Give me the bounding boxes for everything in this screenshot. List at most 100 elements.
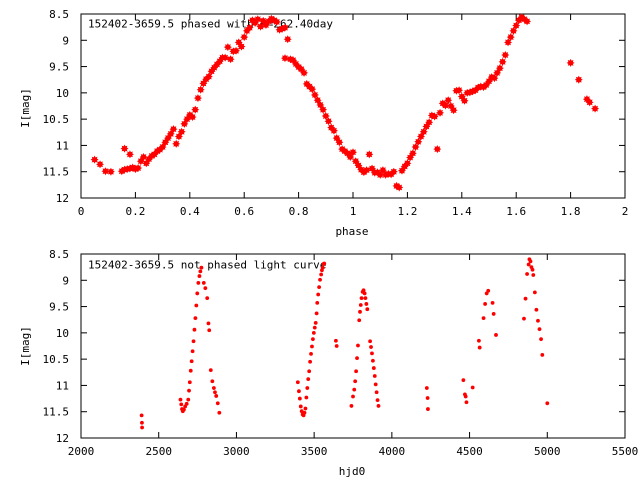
data-point bbox=[371, 366, 376, 370]
data-point bbox=[537, 327, 542, 332]
data-point bbox=[375, 398, 380, 403]
data-point bbox=[184, 401, 189, 406]
data-point bbox=[195, 291, 200, 296]
data-point bbox=[306, 377, 311, 382]
data-point bbox=[140, 420, 144, 425]
data-point bbox=[199, 265, 204, 270]
data-point bbox=[506, 33, 515, 42]
x-tick-label: 1.8 bbox=[561, 205, 581, 218]
data-point bbox=[324, 117, 333, 126]
data-point bbox=[226, 55, 235, 64]
data-point bbox=[376, 170, 385, 179]
data-point bbox=[295, 380, 300, 385]
data-point bbox=[349, 404, 354, 408]
data-point bbox=[210, 379, 215, 384]
data-point bbox=[125, 150, 134, 159]
data-point bbox=[530, 267, 535, 272]
data-point bbox=[319, 105, 328, 114]
y-tick-label: 11 bbox=[56, 379, 69, 392]
data-point bbox=[329, 126, 338, 135]
y-tick-label: 9.5 bbox=[49, 301, 69, 314]
data-point bbox=[476, 338, 481, 343]
data-point bbox=[198, 269, 203, 274]
y-tick-label: 10.5 bbox=[43, 113, 70, 126]
data-point bbox=[358, 309, 362, 314]
data-point bbox=[237, 42, 246, 51]
data-point bbox=[240, 33, 249, 42]
data-point bbox=[181, 407, 186, 412]
data-point bbox=[177, 127, 186, 136]
data-point bbox=[188, 368, 193, 373]
data-point bbox=[196, 281, 201, 285]
data-point bbox=[355, 356, 359, 360]
data-point bbox=[523, 296, 528, 301]
data-point bbox=[425, 118, 434, 127]
data-point bbox=[540, 353, 545, 357]
data-point bbox=[494, 333, 498, 337]
data-point bbox=[134, 164, 143, 173]
data-point bbox=[272, 17, 281, 26]
data-point bbox=[463, 394, 468, 399]
data-point bbox=[509, 26, 518, 35]
x-tick-label: 1.2 bbox=[397, 205, 417, 218]
data-point bbox=[217, 410, 222, 415]
data-point bbox=[426, 407, 430, 411]
x-tick-label: 3500 bbox=[301, 445, 328, 458]
data-point bbox=[189, 359, 194, 364]
y-tick-label: 12 bbox=[56, 192, 69, 205]
data-point bbox=[424, 386, 429, 390]
data-point bbox=[191, 105, 200, 114]
phased-light-curve-panel: 152402-3659.5 phased with P=262.40day ph… bbox=[19, 8, 628, 238]
y-tick-label: 12 bbox=[56, 432, 69, 445]
data-point bbox=[310, 344, 314, 349]
y-tick-label: 11 bbox=[56, 139, 69, 152]
data-point bbox=[455, 86, 464, 95]
x-tick-label: 2000 bbox=[68, 445, 95, 458]
data-point bbox=[357, 318, 362, 323]
data-point bbox=[430, 112, 439, 121]
data-point bbox=[256, 22, 265, 31]
data-point bbox=[512, 21, 521, 30]
data-point bbox=[376, 404, 381, 408]
data-point bbox=[477, 345, 482, 350]
data-point bbox=[378, 166, 387, 175]
data-point bbox=[201, 281, 206, 285]
data-point bbox=[318, 277, 322, 282]
data-point bbox=[300, 68, 309, 77]
data-point bbox=[232, 46, 241, 55]
data-point bbox=[316, 292, 321, 297]
chart-title: 152402-3659.5 phased with P=262.40day bbox=[88, 18, 333, 31]
data-point bbox=[372, 374, 377, 378]
y-tick-label: 10 bbox=[56, 327, 69, 340]
data-point bbox=[365, 150, 374, 159]
data-point bbox=[373, 382, 378, 387]
data-point bbox=[370, 358, 375, 363]
data-point bbox=[283, 35, 292, 44]
data-point bbox=[361, 288, 366, 293]
data-point bbox=[411, 143, 420, 152]
data-point bbox=[523, 17, 532, 26]
x-tick-label: 4000 bbox=[379, 445, 406, 458]
data-point bbox=[574, 75, 583, 84]
data-point bbox=[545, 401, 550, 406]
data-point bbox=[317, 285, 322, 290]
data-point bbox=[335, 138, 344, 147]
data-point bbox=[308, 359, 313, 364]
data-point bbox=[531, 273, 536, 277]
y-axis-label: I[mag] bbox=[19, 88, 32, 128]
data-point bbox=[403, 159, 412, 168]
x-tick-label: 1 bbox=[350, 205, 357, 218]
data-point bbox=[495, 64, 504, 73]
data-point bbox=[498, 57, 507, 66]
x-tick-label: 5000 bbox=[534, 445, 561, 458]
data-point bbox=[297, 389, 301, 394]
plot-area-frame bbox=[80, 253, 626, 439]
data-point bbox=[414, 137, 423, 146]
data-point bbox=[194, 303, 199, 308]
data-point bbox=[481, 316, 486, 321]
data-point bbox=[425, 396, 430, 400]
data-point bbox=[187, 388, 191, 393]
data-point bbox=[310, 337, 315, 342]
data-point bbox=[215, 401, 220, 406]
data-point bbox=[408, 149, 417, 158]
